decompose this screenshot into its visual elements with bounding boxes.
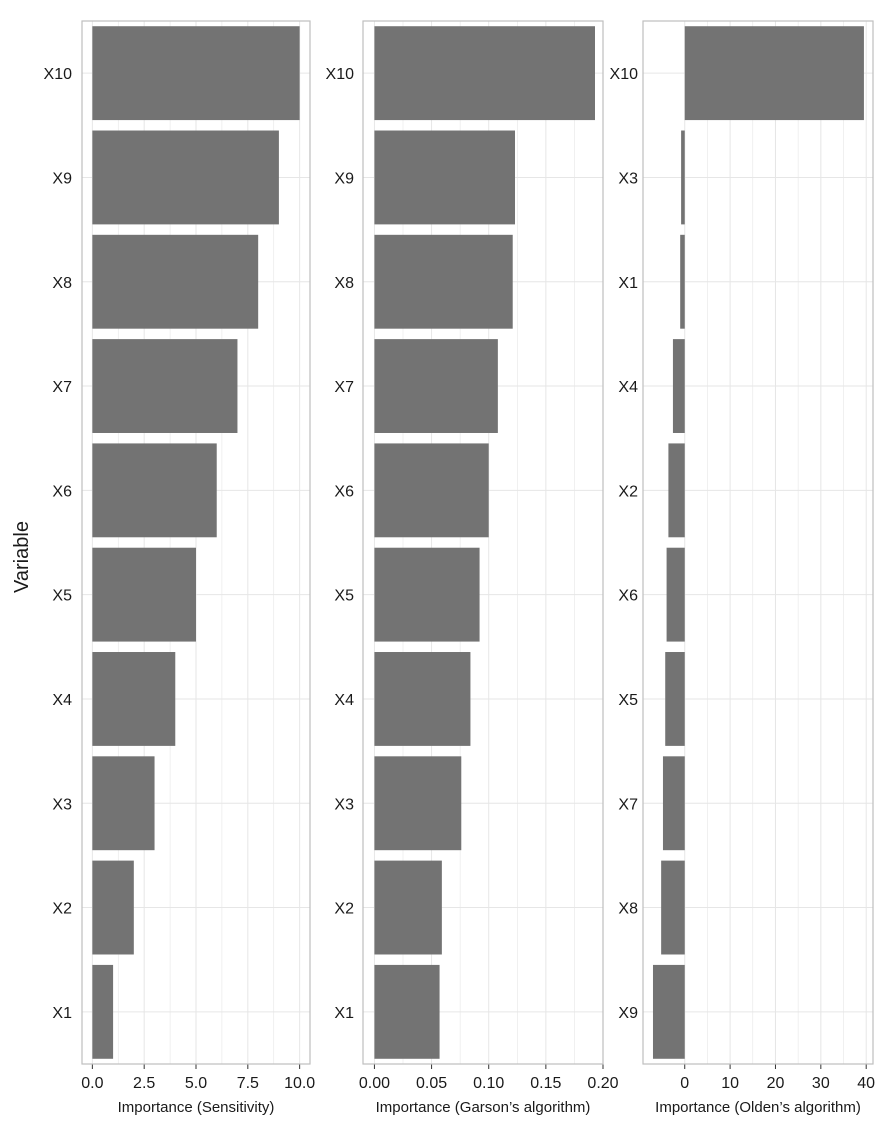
bar-x5 bbox=[92, 547, 196, 642]
bar-x6 bbox=[92, 443, 217, 538]
y-tick-label-x4: X4 bbox=[52, 692, 72, 709]
x-tick-label: 20 bbox=[767, 1075, 785, 1092]
panel-3: X10 X3 X1 X4 X2 X6 X5 X7 X8 X9 0 10 20 30 40 Importance… bbox=[610, 20, 875, 1116]
x-axis-title: Importance (Olden’s algorithm) bbox=[655, 1099, 861, 1116]
y-tick-label-x6: X6 bbox=[334, 483, 354, 500]
bar-x2 bbox=[668, 443, 685, 538]
y-tick-label-x10: X10 bbox=[326, 66, 355, 83]
y-tick-label-x8: X8 bbox=[618, 901, 638, 918]
bar-x9 bbox=[92, 130, 279, 225]
panel-frame bbox=[81, 20, 311, 1065]
y-tick-label-x10: X10 bbox=[610, 66, 639, 83]
x-tick-label: 40 bbox=[857, 1075, 875, 1092]
x-tick-label: 0.0 bbox=[81, 1075, 103, 1092]
panel-2: X10 X9 X8 X7 X6 X5 X4 X3 X2 X1 0.00 0.05 0.10 0.15 0.2… bbox=[326, 20, 619, 1116]
panel-frame bbox=[642, 20, 874, 1065]
bar-x9 bbox=[652, 964, 685, 1059]
bar-x1 bbox=[92, 964, 114, 1059]
x-tick-label: 0 bbox=[680, 1075, 689, 1092]
y-tick-label-x1: X1 bbox=[334, 1005, 354, 1022]
y-tick-label-x6: X6 bbox=[618, 588, 638, 605]
x-tick-label: 0.00 bbox=[359, 1075, 390, 1092]
bar-x4 bbox=[374, 652, 471, 746]
y-tick-label-x2: X2 bbox=[334, 901, 354, 918]
y-tick-label-x9: X9 bbox=[618, 1005, 638, 1022]
y-tick-label-x1: X1 bbox=[618, 275, 638, 292]
bar-x7 bbox=[374, 339, 498, 433]
y-tick-label-x4: X4 bbox=[618, 379, 638, 396]
x-tick-label: 10 bbox=[721, 1075, 739, 1092]
x-tick-label: 0.10 bbox=[473, 1075, 504, 1092]
panel-frame bbox=[362, 20, 604, 1065]
panel-1: X10 X9 X8 X7 X6 X5 X4 X3 X2 X1 0.0 2.5 5.0 7.5 10.0 Imp… bbox=[44, 20, 315, 1116]
x-tick-label: 5.0 bbox=[185, 1075, 207, 1092]
bar-x3 bbox=[681, 130, 685, 225]
bar-x9 bbox=[374, 130, 515, 225]
y-tick-label-x2: X2 bbox=[618, 483, 638, 500]
y-tick-label-x7: X7 bbox=[618, 796, 638, 813]
bar-x8 bbox=[374, 234, 513, 329]
y-axis-title: Variable bbox=[11, 521, 33, 593]
y-tick-label-x5: X5 bbox=[334, 588, 354, 605]
bar-x1 bbox=[680, 234, 685, 329]
x-axis-title: Importance (Sensitivity) bbox=[118, 1099, 275, 1116]
bar-x6 bbox=[374, 443, 489, 538]
bar-x5 bbox=[374, 547, 480, 642]
x-tick-label: 30 bbox=[812, 1075, 830, 1092]
bar-x10 bbox=[374, 26, 595, 121]
bar-x2 bbox=[92, 860, 134, 955]
y-tick-label-x7: X7 bbox=[52, 379, 72, 396]
bar-x2 bbox=[374, 860, 442, 955]
y-tick-label-x9: X9 bbox=[52, 170, 72, 187]
x-tick-label: 7.5 bbox=[237, 1075, 259, 1092]
bar-x3 bbox=[92, 756, 155, 851]
y-tick-label-x5: X5 bbox=[52, 588, 72, 605]
y-tick-label-x1: X1 bbox=[52, 1005, 72, 1022]
x-tick-label: 0.20 bbox=[587, 1075, 618, 1092]
bar-x8 bbox=[92, 234, 259, 329]
bar-x1 bbox=[374, 964, 440, 1059]
bar-x5 bbox=[665, 652, 685, 746]
y-tick-label-x8: X8 bbox=[334, 275, 354, 292]
y-tick-label-x8: X8 bbox=[52, 275, 72, 292]
y-tick-label-x5: X5 bbox=[618, 692, 638, 709]
x-tick-label: 10.0 bbox=[284, 1075, 315, 1092]
x-tick-label: 0.05 bbox=[416, 1075, 447, 1092]
y-tick-label-x3: X3 bbox=[618, 170, 638, 187]
bar-x3 bbox=[374, 756, 462, 851]
bar-x4 bbox=[672, 339, 685, 433]
y-tick-label-x3: X3 bbox=[334, 796, 354, 813]
bar-x7 bbox=[92, 339, 238, 433]
bar-x7 bbox=[662, 756, 685, 851]
y-tick-label-x4: X4 bbox=[334, 692, 354, 709]
bar-x10 bbox=[684, 26, 864, 121]
bar-x4 bbox=[92, 652, 176, 746]
y-tick-label-x6: X6 bbox=[52, 483, 72, 500]
bar-x10 bbox=[92, 26, 300, 121]
y-tick-label-x2: X2 bbox=[52, 901, 72, 918]
x-axis-title: Importance (Garson’s algorithm) bbox=[376, 1099, 591, 1116]
x-tick-label: 0.15 bbox=[530, 1075, 561, 1092]
y-tick-label-x3: X3 bbox=[52, 796, 72, 813]
y-tick-label-x10: X10 bbox=[44, 66, 73, 83]
x-tick-label: 2.5 bbox=[133, 1075, 155, 1092]
bar-x6 bbox=[666, 547, 685, 642]
y-tick-label-x9: X9 bbox=[334, 170, 354, 187]
bar-x8 bbox=[661, 860, 685, 955]
y-tick-label-x7: X7 bbox=[334, 379, 354, 396]
